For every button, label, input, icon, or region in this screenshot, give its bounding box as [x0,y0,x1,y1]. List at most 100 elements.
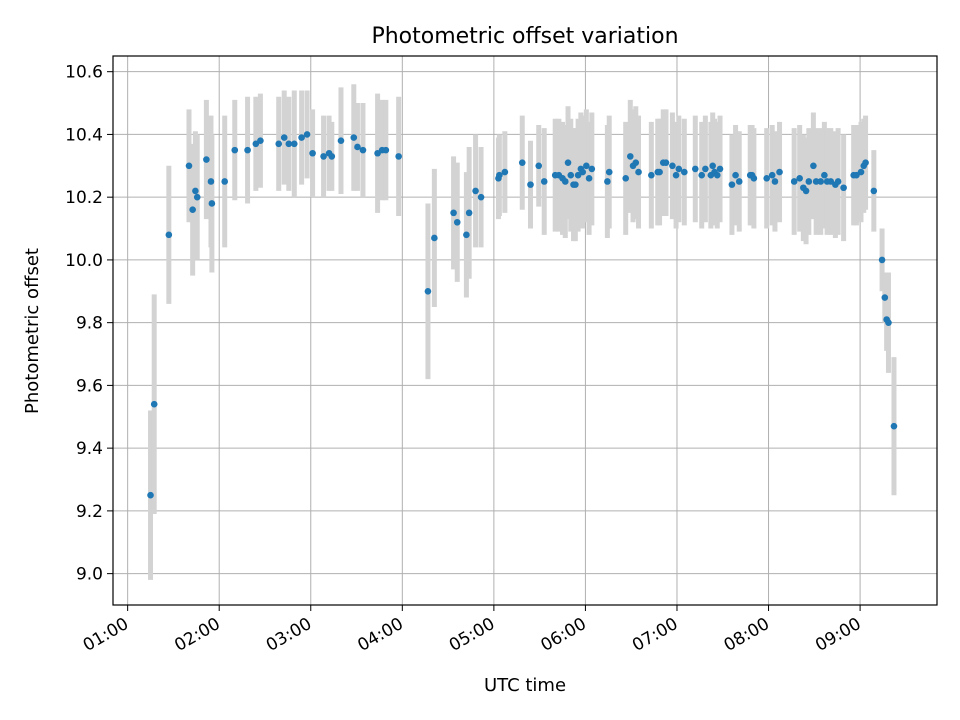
data-point [632,159,640,166]
data-point [382,146,390,154]
data-point [691,165,699,173]
data-point [165,231,173,239]
data-point [763,175,771,182]
data-point [776,168,783,176]
data-point [231,146,239,154]
data-point [290,140,298,148]
data-point [579,168,586,176]
data-point [817,178,825,185]
data-point [275,140,283,148]
data-point [728,181,736,188]
data-point [672,171,680,179]
data-point [244,146,251,154]
data-point [280,134,288,141]
data-point [320,153,327,160]
data-point [207,178,215,185]
data-point [285,140,293,148]
data-point [518,159,526,166]
data-point [472,187,479,195]
data-point [834,178,842,185]
data-point [681,168,688,176]
data-point [350,134,358,141]
data-point [870,187,878,195]
chart-title: Photometric offset variation [371,24,678,49]
data-point [840,184,847,192]
data-point [337,137,345,145]
data-point [561,178,569,185]
data-point [572,181,579,188]
x-tick-label: 07:00 [629,614,681,656]
data-point [192,187,199,195]
data-point [810,162,817,170]
data-point [885,319,892,326]
data-point [702,165,709,173]
error-bars [148,84,897,580]
y-axis-label: Photometric offset [22,248,43,414]
data-point [622,175,630,182]
data-point [656,168,663,176]
data-point [604,178,611,185]
data-point [567,171,575,179]
data-point [605,168,613,176]
x-tick-label: 04:00 [354,614,406,656]
x-tick-label: 03:00 [263,614,315,656]
data-point [675,165,683,173]
data-point [453,218,461,226]
data-point [395,153,402,160]
y-tick-label: 10.4 [65,125,103,145]
data-point [732,171,739,179]
data-point [709,162,716,170]
data-point [527,181,534,188]
data-point [189,206,196,214]
data-point [821,171,828,179]
data-point [588,165,596,173]
y-tick-label: 10.6 [65,63,103,83]
y-tick-label: 9.8 [76,314,103,334]
data-point [431,234,438,242]
x-tick-label: 02:00 [171,614,223,656]
data-point [878,256,886,264]
data-point [805,178,813,185]
y-axis-ticks: 9.0 9.2 9.4 9.6 9.8 10.0 10.2 10.4 10.6 [65,63,113,585]
data-point [477,193,485,201]
y-tick-label: 9.2 [76,502,103,522]
data-point [583,162,590,170]
y-tick-label: 9.4 [76,439,103,459]
x-axis-label: UTC time [484,675,566,696]
x-tick-label: 06:00 [537,614,589,656]
data-point [771,178,779,185]
data-point [303,131,311,138]
data-point [881,294,889,301]
x-tick-label: 05:00 [446,614,498,656]
data-point [662,159,670,166]
data-point [221,178,228,185]
data-point [147,491,154,499]
data-point [501,168,509,176]
data-point [450,209,457,217]
y-tick-label: 9.0 [76,565,103,585]
data-point [150,400,158,408]
data-point [713,171,721,179]
data-point [635,168,642,176]
data-point [465,209,473,217]
data-point [540,178,548,185]
data-point [298,134,305,141]
y-tick-label: 9.6 [76,376,103,396]
data-point [193,193,201,201]
data-point [496,171,503,179]
data-point [648,171,655,179]
data-point [309,149,316,157]
data-point [857,168,865,176]
data-point [424,287,432,295]
y-tick-label: 10.2 [65,188,103,208]
data-point [185,162,193,170]
data-point [203,156,210,163]
data-point [735,178,743,185]
data-point [716,165,724,173]
data-point [463,231,470,239]
data-point [669,162,676,170]
data-point [354,143,361,151]
x-tick-label: 09:00 [812,614,864,656]
